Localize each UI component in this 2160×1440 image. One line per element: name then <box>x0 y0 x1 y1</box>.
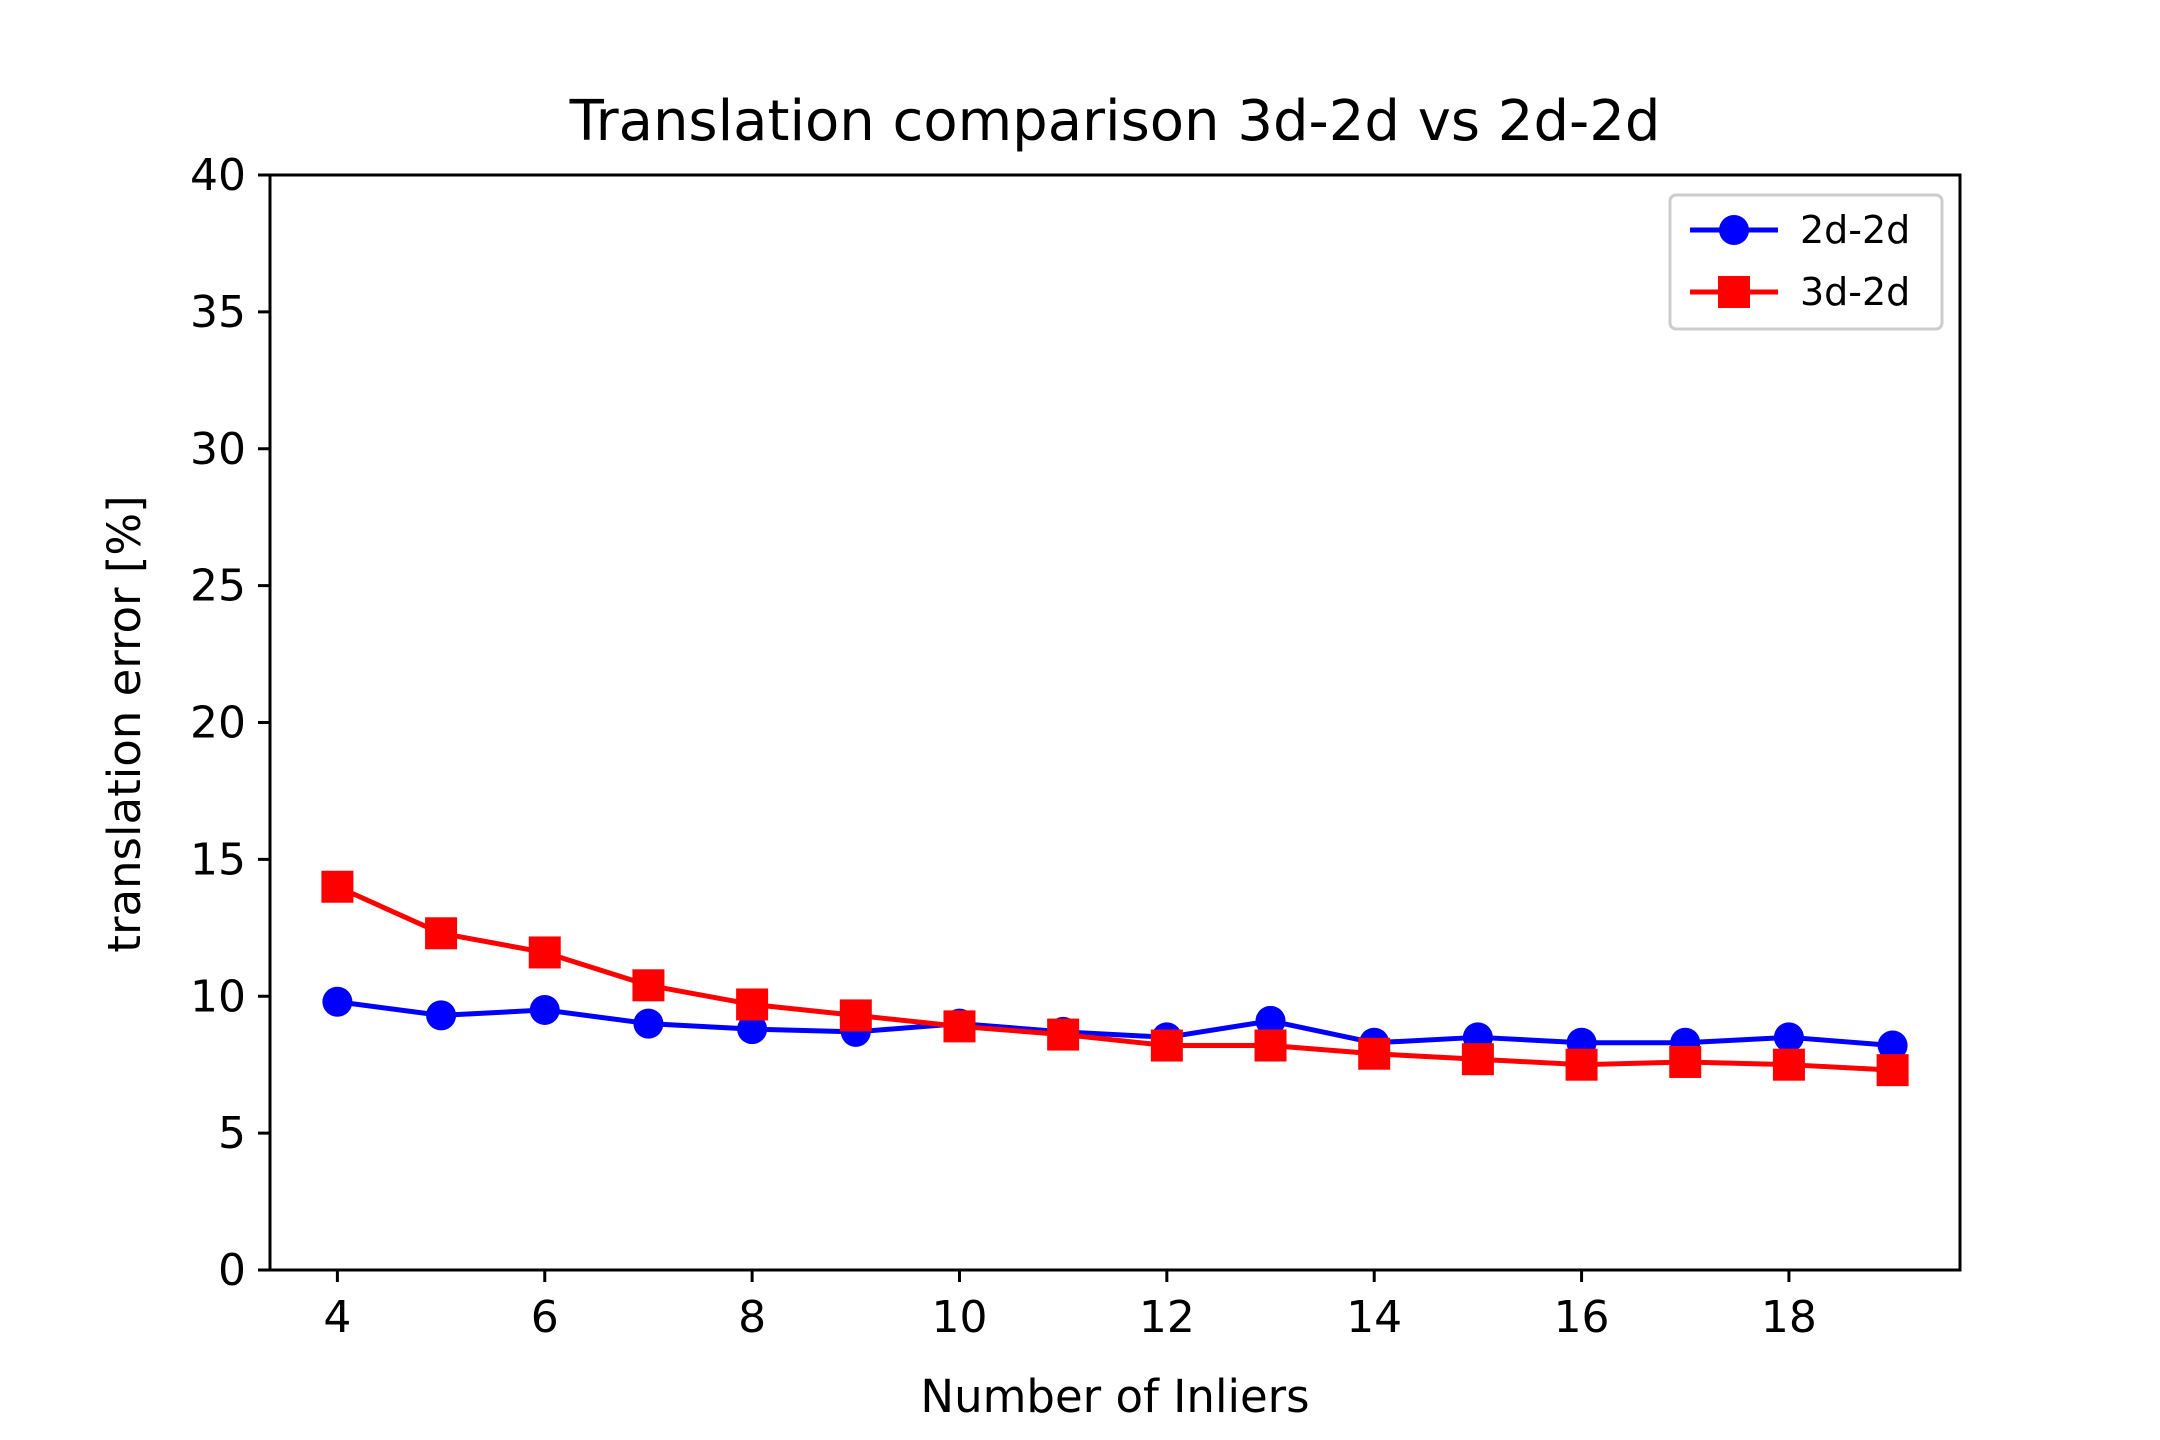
series-line-2d-2d <box>337 999 1893 1049</box>
data-point-2d-2d <box>1877 1030 1908 1061</box>
x-tick-label: 4 <box>323 1292 351 1343</box>
data-point-3d-2d <box>425 917 458 950</box>
data-point-3d-2d <box>1047 1018 1080 1051</box>
legend-marker-3d-2d <box>1718 276 1750 308</box>
data-point-3d-2d <box>1358 1037 1391 1070</box>
legend-label-2d-2d: 2d-2d <box>1800 208 1910 252</box>
data-point-3d-2d <box>1565 1048 1598 1081</box>
data-point-3d-2d <box>1254 1029 1287 1062</box>
y-tick-label: 30 <box>190 424 246 475</box>
data-point-2d-2d <box>737 1014 768 1045</box>
data-point-3d-2d <box>528 936 561 969</box>
data-point-3d-2d <box>1669 1045 1702 1078</box>
x-tick-label: 10 <box>931 1292 987 1343</box>
data-point-2d-2d <box>322 986 353 1017</box>
data-point-2d-2d <box>529 994 560 1025</box>
data-point-3d-2d <box>321 870 354 903</box>
plot-layer: 4 6 8 10 12 14 16 18 0 5 10 15 20 25 30 35 40 <box>190 150 1962 1343</box>
y-tick-label: 5 <box>218 1108 246 1159</box>
y-tick-label: 35 <box>190 287 246 338</box>
series-line-3d-2d <box>336 884 1893 1073</box>
y-tick-label: 25 <box>190 561 246 612</box>
data-point-3d-2d <box>839 999 872 1032</box>
data-point-2d-2d <box>426 1000 457 1031</box>
x-tick-label: 6 <box>531 1292 559 1343</box>
legend: 2d-2d 3d-2d <box>1668 193 1944 331</box>
legend-marker-2d-2d <box>1719 215 1749 245</box>
y-tick-label: 40 <box>190 150 246 201</box>
x-tick-label: 8 <box>738 1292 766 1343</box>
data-point-3d-2d <box>736 988 769 1021</box>
chart-title: Translation comparison 3d-2d vs 2d-2d <box>569 89 1661 154</box>
y-tick-label: 15 <box>190 834 246 885</box>
y-tick-label: 0 <box>218 1245 246 1296</box>
data-point-2d-2d <box>1773 1022 1804 1053</box>
data-point-3d-2d <box>632 969 665 1002</box>
y-tick-label: 20 <box>190 698 246 749</box>
y-tick-label: 10 <box>190 971 246 1022</box>
x-tick-label: 14 <box>1346 1292 1402 1343</box>
data-point-3d-2d <box>943 1010 976 1043</box>
data-point-3d-2d <box>1876 1054 1909 1087</box>
x-axis-label: Number of Inliers <box>920 1370 1309 1423</box>
legend-label-3d-2d: 3d-2d <box>1800 270 1910 314</box>
x-tick-label: 18 <box>1761 1292 1817 1343</box>
x-tick-label: 16 <box>1554 1292 1610 1343</box>
data-point-3d-2d <box>1150 1029 1183 1062</box>
data-point-3d-2d <box>1461 1043 1494 1076</box>
y-axis-label: translation error [%] <box>98 495 151 952</box>
data-point-2d-2d <box>633 1008 664 1039</box>
data-point-3d-2d <box>1772 1048 1805 1081</box>
data-point-2d-2d <box>1255 1005 1286 1036</box>
x-tick-label: 12 <box>1139 1292 1195 1343</box>
